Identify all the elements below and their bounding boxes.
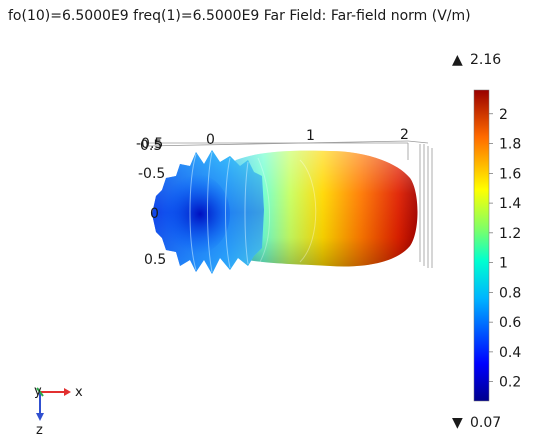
triad-z-arrowhead (36, 413, 44, 421)
x-tick-label: 2 (400, 127, 409, 143)
triad-y-label: y (34, 384, 42, 399)
colorbar-tick-label: 1.6 (499, 166, 521, 182)
colorbar-max-label: 2.16 (470, 52, 501, 68)
color-legend: ▲ 2.16 2 1.8 1.6 1.4 1.2 1 0.8 0.6 0.4 0.2 ▼ 0.07 (452, 52, 521, 431)
colorbar-tick-label: 0.8 (499, 285, 521, 301)
triad-x-label: x (75, 385, 83, 400)
colorbar-tick-label: 0.2 (499, 375, 521, 391)
triad-y-axis (36, 387, 44, 397)
colorbar-tick-label: 0.6 (499, 315, 521, 331)
z-axis-ticks: 0.5 (140, 138, 162, 154)
triad-z-label: z (36, 423, 43, 436)
plot-title: fo(10)=6.5000E9 freq(1)=6.5000E9 Far Fie… (8, 8, 471, 24)
colorbar-min-label: 0.07 (470, 415, 501, 431)
triad-x-arrowhead (64, 388, 71, 396)
x-tick-label: 0 (206, 132, 215, 148)
y-tick-label: -0.5 (138, 166, 165, 182)
y-tick-label: 0 (150, 206, 159, 222)
colorbar-tick-label: 1.8 (499, 137, 521, 153)
far-field-surface (152, 150, 418, 274)
colorbar-ticks: 2 1.8 1.6 1.4 1.2 1 0.8 0.6 0.4 0.2 (489, 107, 521, 391)
y-tick-label: -0.5 (136, 136, 163, 152)
colorbar-tick-label: 2 (499, 107, 508, 123)
z-tick-label: 0.5 (140, 138, 162, 154)
colorbar-tick-label: 1.2 (499, 226, 521, 242)
colorbar-tick-label: 1.4 (499, 196, 521, 212)
y-tick-label: 0.5 (144, 252, 166, 268)
colorbar (473, 89, 490, 402)
axis-box (145, 140, 433, 268)
axis-triad: y x z (34, 384, 83, 436)
colorbar-tick-label: 0.4 (499, 345, 521, 361)
y-axis-ticks: -0.5 -0.5 0 0.5 (136, 136, 166, 268)
x-axis-ticks: 0 1 2 (206, 127, 409, 148)
x-tick-label: 1 (306, 128, 315, 144)
colorbar-tick-label: 1 (499, 256, 508, 272)
colorbar-max-marker: ▲ (452, 52, 463, 68)
colorbar-min-marker: ▼ (452, 415, 463, 431)
